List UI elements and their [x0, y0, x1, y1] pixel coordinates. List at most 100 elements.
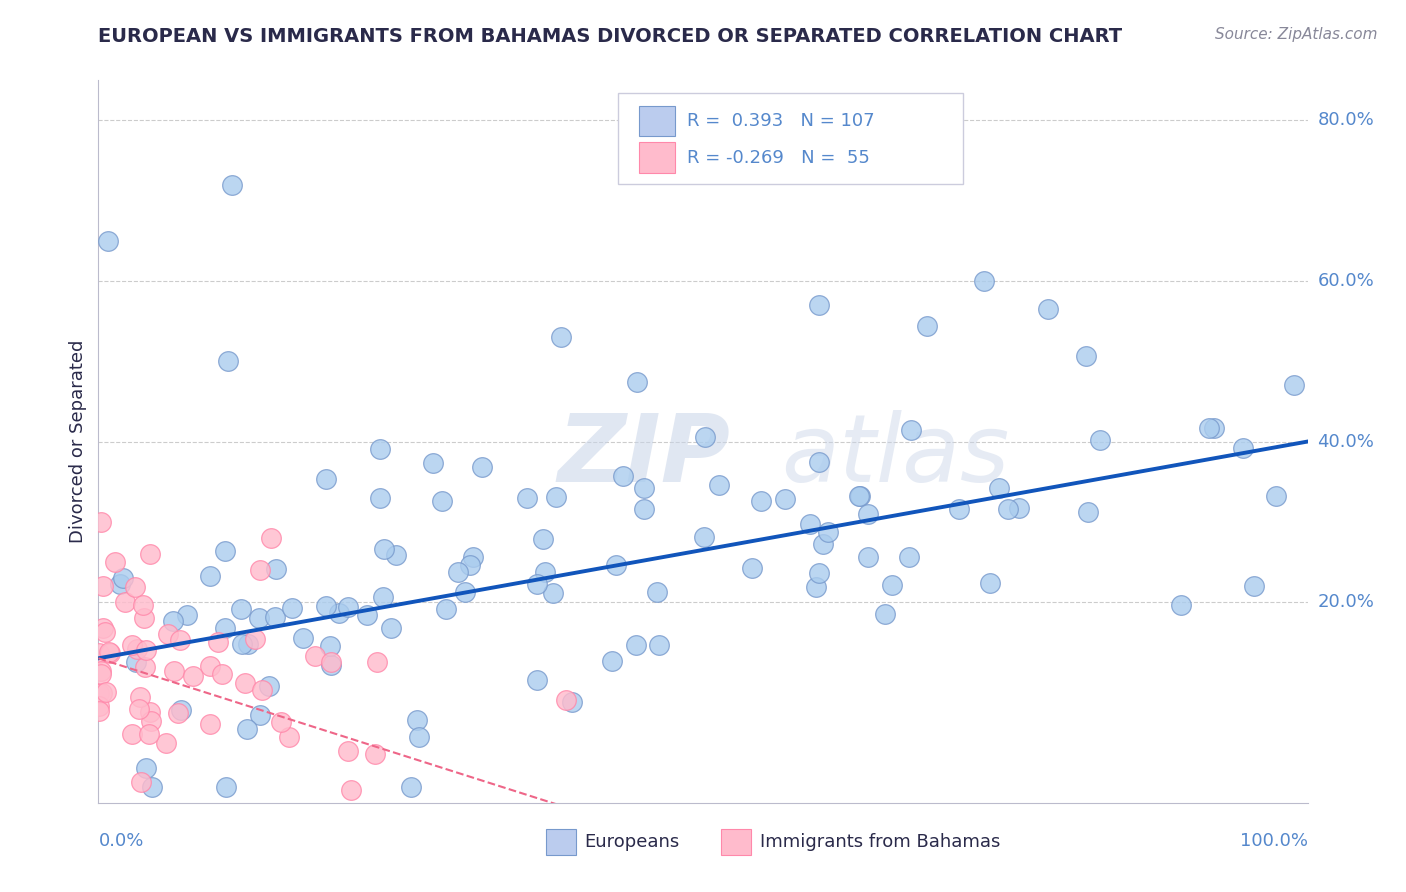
Point: [132, 611, 155, 625]
Point: [138, 727, 160, 741]
Point: [97, 234, 120, 248]
Point: [898, 550, 921, 565]
Point: [1008, 501, 1031, 516]
Bar: [546, 829, 576, 855]
Point: [139, 547, 162, 561]
Point: [1264, 489, 1286, 503]
Point: [281, 601, 304, 615]
Point: [127, 642, 149, 657]
Point: [811, 537, 834, 551]
Point: [141, 714, 163, 728]
Point: [1202, 420, 1225, 434]
Text: Immigrants from Bahamas: Immigrants from Bahamas: [759, 833, 1000, 851]
Point: [408, 730, 430, 744]
Point: [112, 571, 135, 585]
Point: [550, 330, 572, 344]
Point: [247, 611, 270, 625]
Point: [516, 491, 538, 506]
Point: [873, 607, 896, 621]
Point: [1198, 421, 1220, 435]
Point: [260, 531, 283, 545]
Point: [401, 780, 423, 794]
Point: [1088, 433, 1111, 447]
Point: [856, 507, 879, 521]
Point: [292, 632, 315, 646]
Point: [264, 610, 287, 624]
Point: [626, 638, 648, 652]
Point: [94, 625, 117, 640]
Point: [544, 491, 567, 505]
Point: [526, 673, 548, 687]
Bar: [638, 105, 675, 136]
Point: [561, 695, 583, 709]
Point: [166, 706, 188, 720]
Point: [91, 686, 114, 700]
Point: [89, 686, 111, 700]
Point: [321, 657, 343, 672]
Point: [90, 667, 112, 681]
Point: [131, 598, 153, 612]
Text: 20.0%: 20.0%: [1317, 593, 1374, 611]
Point: [1076, 350, 1098, 364]
Point: [129, 775, 152, 789]
Point: [221, 178, 243, 192]
Point: [87, 698, 110, 713]
Point: [900, 423, 922, 437]
Point: [264, 562, 287, 576]
Point: [121, 726, 143, 740]
Point: [211, 666, 233, 681]
Point: [114, 595, 136, 609]
Point: [91, 579, 114, 593]
Point: [775, 492, 797, 507]
Point: [817, 524, 839, 539]
Point: [336, 744, 359, 758]
Point: [808, 566, 831, 580]
Text: 100.0%: 100.0%: [1240, 831, 1308, 850]
Point: [1243, 579, 1265, 593]
Point: [257, 679, 280, 693]
Point: [612, 468, 634, 483]
Point: [1232, 441, 1254, 455]
Point: [170, 703, 193, 717]
Point: [356, 607, 378, 622]
Point: [368, 491, 391, 505]
Point: [1170, 598, 1192, 612]
Point: [169, 632, 191, 647]
Text: 60.0%: 60.0%: [1317, 272, 1374, 290]
Point: [373, 542, 395, 557]
Point: [526, 577, 548, 591]
Point: [250, 683, 273, 698]
Point: [422, 456, 444, 470]
Point: [806, 580, 828, 594]
Point: [319, 655, 342, 669]
Y-axis label: Divorced or Separated: Divorced or Separated: [69, 340, 87, 543]
Point: [799, 517, 821, 532]
Point: [366, 655, 388, 669]
Point: [236, 723, 259, 737]
Point: [1036, 302, 1059, 317]
Point: [633, 481, 655, 495]
Point: [87, 704, 110, 718]
Point: [214, 544, 236, 558]
Point: [134, 660, 156, 674]
Text: ZIP: ZIP: [558, 410, 731, 502]
Point: [406, 713, 429, 727]
Point: [633, 502, 655, 516]
Point: [231, 637, 253, 651]
Point: [162, 614, 184, 628]
Point: [238, 637, 260, 651]
Point: [973, 274, 995, 288]
Point: [741, 561, 763, 575]
Point: [336, 599, 359, 614]
Point: [200, 716, 222, 731]
Point: [695, 430, 717, 444]
Point: [249, 563, 271, 577]
Point: [979, 575, 1001, 590]
Point: [233, 676, 256, 690]
Point: [87, 646, 110, 660]
Point: [434, 602, 457, 616]
Bar: [721, 829, 751, 855]
Point: [124, 655, 146, 669]
Point: [104, 555, 127, 569]
Point: [198, 659, 221, 673]
